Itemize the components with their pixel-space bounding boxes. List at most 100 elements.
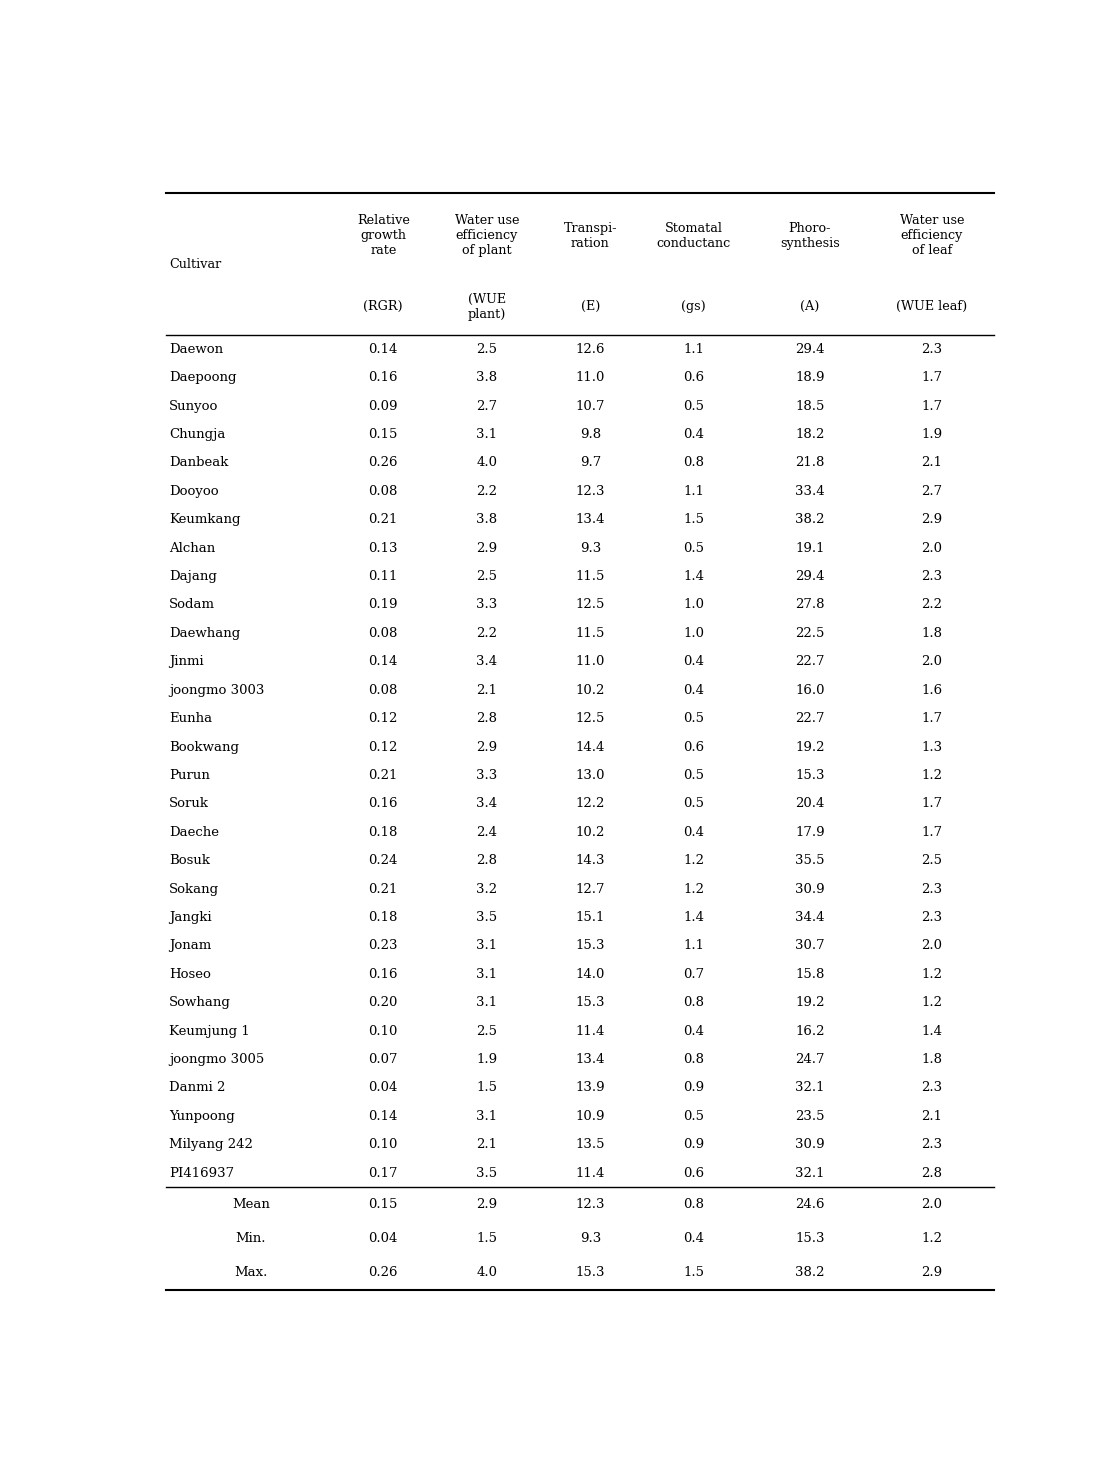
Text: 19.2: 19.2 — [796, 740, 825, 753]
Text: 0.08: 0.08 — [368, 684, 398, 697]
Text: 32.1: 32.1 — [796, 1167, 825, 1180]
Text: 14.0: 14.0 — [575, 967, 605, 981]
Text: 0.19: 0.19 — [368, 599, 398, 612]
Text: 0.5: 0.5 — [684, 542, 704, 555]
Text: Daewon: Daewon — [169, 344, 224, 355]
Text: 15.1: 15.1 — [575, 912, 605, 923]
Text: 1.4: 1.4 — [684, 570, 704, 583]
Text: 3.1: 3.1 — [477, 1110, 497, 1123]
Text: 4.0: 4.0 — [477, 457, 497, 470]
Text: 0.12: 0.12 — [368, 740, 398, 753]
Text: 13.4: 13.4 — [575, 514, 605, 526]
Text: 1.7: 1.7 — [921, 399, 942, 413]
Text: 0.6: 0.6 — [684, 740, 705, 753]
Text: 1.2: 1.2 — [921, 1232, 942, 1245]
Text: Daeche: Daeche — [169, 825, 219, 838]
Text: 10.2: 10.2 — [575, 684, 605, 697]
Text: 1.1: 1.1 — [684, 484, 704, 498]
Text: 30.9: 30.9 — [794, 1138, 825, 1151]
Text: 0.18: 0.18 — [368, 825, 398, 838]
Text: 0.21: 0.21 — [368, 769, 398, 782]
Text: 0.04: 0.04 — [368, 1082, 398, 1094]
Text: 15.3: 15.3 — [575, 940, 605, 953]
Text: PI416937: PI416937 — [169, 1167, 235, 1180]
Text: 1.5: 1.5 — [684, 514, 704, 526]
Text: 0.5: 0.5 — [684, 1110, 704, 1123]
Text: 34.4: 34.4 — [796, 912, 825, 923]
Text: 24.7: 24.7 — [796, 1053, 825, 1066]
Text: 1.5: 1.5 — [477, 1232, 497, 1245]
Text: 0.10: 0.10 — [368, 1025, 398, 1038]
Text: 14.3: 14.3 — [575, 854, 605, 868]
Text: 2.1: 2.1 — [477, 1138, 497, 1151]
Text: Cultivar: Cultivar — [169, 257, 222, 270]
Text: Milyang 242: Milyang 242 — [169, 1138, 253, 1151]
Text: Eunha: Eunha — [169, 712, 213, 725]
Text: 1.7: 1.7 — [921, 371, 942, 385]
Text: 1.4: 1.4 — [921, 1025, 942, 1038]
Text: 0.9: 0.9 — [684, 1138, 705, 1151]
Text: 2.1: 2.1 — [477, 684, 497, 697]
Text: 2.1: 2.1 — [921, 1110, 942, 1123]
Text: 0.9: 0.9 — [684, 1082, 705, 1094]
Text: Phoro-
synthesis: Phoro- synthesis — [780, 222, 839, 250]
Text: 13.9: 13.9 — [575, 1082, 605, 1094]
Text: 13.4: 13.4 — [575, 1053, 605, 1066]
Text: 1.5: 1.5 — [684, 1265, 704, 1279]
Text: (A): (A) — [800, 301, 819, 313]
Text: 2.7: 2.7 — [921, 484, 942, 498]
Text: 2.4: 2.4 — [477, 825, 497, 838]
Text: 3.3: 3.3 — [477, 769, 498, 782]
Text: 3.5: 3.5 — [477, 1167, 497, 1180]
Text: joongmo 3003: joongmo 3003 — [169, 684, 265, 697]
Text: Danmi 2: Danmi 2 — [169, 1082, 226, 1094]
Text: 11.4: 11.4 — [575, 1025, 605, 1038]
Text: 1.0: 1.0 — [684, 627, 704, 640]
Text: 15.3: 15.3 — [796, 769, 825, 782]
Text: Water use
efficiency
of leaf: Water use efficiency of leaf — [900, 214, 965, 257]
Text: 0.24: 0.24 — [368, 854, 398, 868]
Text: 0.7: 0.7 — [684, 967, 705, 981]
Text: 2.8: 2.8 — [477, 854, 497, 868]
Text: Chungja: Chungja — [169, 429, 226, 440]
Text: 0.5: 0.5 — [684, 712, 704, 725]
Text: 0.4: 0.4 — [684, 1232, 704, 1245]
Text: 2.7: 2.7 — [477, 399, 497, 413]
Text: joongmo 3005: joongmo 3005 — [169, 1053, 264, 1066]
Text: 0.04: 0.04 — [368, 1232, 398, 1245]
Text: 0.23: 0.23 — [368, 940, 398, 953]
Text: 2.0: 2.0 — [921, 1198, 942, 1211]
Text: Jinmi: Jinmi — [169, 655, 204, 668]
Text: 12.5: 12.5 — [575, 599, 605, 612]
Text: 2.2: 2.2 — [921, 599, 942, 612]
Text: 0.6: 0.6 — [684, 1167, 705, 1180]
Text: 0.5: 0.5 — [684, 399, 704, 413]
Text: 1.8: 1.8 — [921, 627, 942, 640]
Text: Sokang: Sokang — [169, 882, 219, 895]
Text: 0.07: 0.07 — [368, 1053, 398, 1066]
Text: 2.2: 2.2 — [477, 627, 497, 640]
Text: 2.9: 2.9 — [477, 740, 497, 753]
Text: 15.8: 15.8 — [796, 967, 825, 981]
Text: (gs): (gs) — [681, 301, 706, 313]
Text: 2.5: 2.5 — [921, 854, 942, 868]
Text: 13.0: 13.0 — [575, 769, 605, 782]
Text: 18.5: 18.5 — [796, 399, 825, 413]
Text: 3.1: 3.1 — [477, 429, 497, 440]
Text: 0.26: 0.26 — [368, 457, 398, 470]
Text: 0.4: 0.4 — [684, 684, 704, 697]
Text: 11.0: 11.0 — [575, 655, 605, 668]
Text: 11.0: 11.0 — [575, 371, 605, 385]
Text: 0.15: 0.15 — [368, 429, 398, 440]
Text: 29.4: 29.4 — [796, 344, 825, 355]
Text: 12.5: 12.5 — [575, 712, 605, 725]
Text: 2.2: 2.2 — [477, 484, 497, 498]
Text: 0.14: 0.14 — [368, 1110, 398, 1123]
Text: Min.: Min. — [235, 1232, 266, 1245]
Text: 2.8: 2.8 — [477, 712, 497, 725]
Text: 0.6: 0.6 — [684, 371, 705, 385]
Text: 24.6: 24.6 — [796, 1198, 825, 1211]
Text: 0.11: 0.11 — [368, 570, 398, 583]
Text: 10.9: 10.9 — [575, 1110, 605, 1123]
Text: 23.5: 23.5 — [796, 1110, 825, 1123]
